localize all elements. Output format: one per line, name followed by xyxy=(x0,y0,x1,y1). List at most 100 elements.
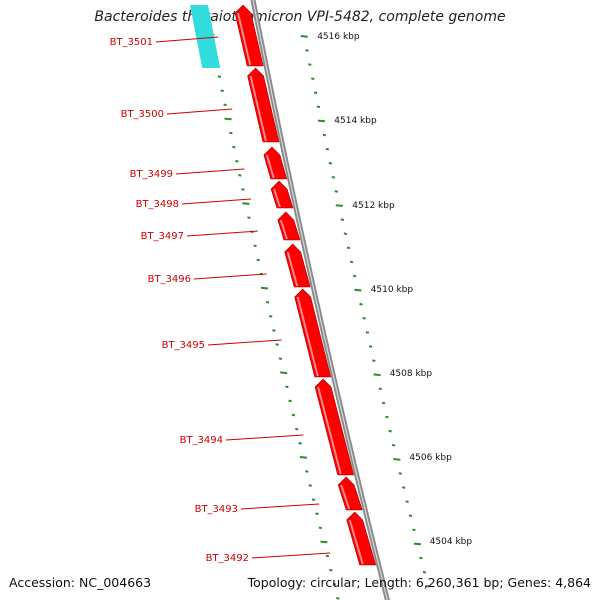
gene-label[interactable]: BT_3496 xyxy=(148,274,191,285)
tick-mark xyxy=(346,246,351,250)
gene-arrow[interactable] xyxy=(284,243,311,288)
gene-arrow[interactable] xyxy=(346,511,377,566)
tick-mark xyxy=(335,204,343,207)
gene-arrow[interactable] xyxy=(263,146,288,180)
tick-mark xyxy=(300,35,308,38)
tick-mark xyxy=(373,373,381,377)
gene-leader-line xyxy=(240,503,320,510)
gene-shading xyxy=(286,251,299,287)
tick-mark xyxy=(401,486,406,489)
gene-leader-line xyxy=(225,434,304,441)
ruler-label: 4504 kbp xyxy=(430,537,473,547)
tick-mark xyxy=(298,441,302,445)
gene-arrow[interactable] xyxy=(294,288,332,378)
gene-leader-line xyxy=(175,168,245,175)
gene-shading xyxy=(279,219,288,240)
tick-mark xyxy=(305,49,309,52)
gene-leader-line xyxy=(186,230,258,237)
tick-mark xyxy=(308,63,312,66)
tick-mark xyxy=(288,399,292,403)
ruler-label: 4510 kbp xyxy=(371,285,414,295)
tick-mark xyxy=(278,357,283,360)
tick-mark xyxy=(391,443,396,447)
tick-mark xyxy=(232,145,236,149)
genome-stats-text: Topology: circular; Length: 6,260,361 bp… xyxy=(247,575,591,590)
tick-mark xyxy=(253,244,257,248)
gene-shading xyxy=(348,519,364,565)
gene-arrow[interactable] xyxy=(337,476,363,511)
tick-mark xyxy=(256,258,260,262)
gene-label[interactable]: BT_3499 xyxy=(130,169,173,180)
tick-mark xyxy=(372,359,376,362)
tick-mark xyxy=(343,232,348,236)
ruler-label: 4506 kbp xyxy=(409,453,452,463)
tick-mark xyxy=(422,570,427,574)
inner-tick-track xyxy=(207,33,340,600)
tick-mark xyxy=(315,512,319,516)
ruler-label: 4512 kbp xyxy=(352,201,395,211)
tick-mark xyxy=(291,413,296,417)
tick-mark xyxy=(235,159,239,163)
gene-shading xyxy=(273,188,281,208)
gene-label[interactable]: BT_3500 xyxy=(121,109,164,120)
tick-mark xyxy=(381,401,386,405)
tick-mark xyxy=(285,385,289,389)
tick-mark xyxy=(305,470,309,473)
tick-mark xyxy=(362,317,366,320)
tick-mark xyxy=(308,484,312,487)
tick-mark xyxy=(310,77,315,80)
gene-label[interactable]: BT_3497 xyxy=(141,231,184,242)
gene-label[interactable]: BT_3493 xyxy=(195,504,238,515)
tick-mark xyxy=(405,500,409,503)
tick-mark xyxy=(349,260,354,264)
outer-tick-track xyxy=(300,35,430,588)
tick-mark xyxy=(247,216,251,219)
tick-mark xyxy=(318,526,323,530)
gene-label[interactable]: BT_3495 xyxy=(162,340,205,351)
tick-mark xyxy=(268,315,273,318)
gene-arrow[interactable] xyxy=(234,4,264,67)
gene-leader-line xyxy=(193,273,267,280)
selected-gene-highlight[interactable] xyxy=(189,5,221,68)
gene-leader-line xyxy=(155,36,219,43)
tick-mark xyxy=(299,456,307,459)
gene-label[interactable]: BT_3498 xyxy=(136,199,179,210)
tick-mark xyxy=(241,188,245,191)
tick-mark xyxy=(272,329,276,332)
tick-mark xyxy=(320,540,328,544)
tick-mark xyxy=(311,498,316,501)
tick-mark xyxy=(388,429,392,433)
tick-mark xyxy=(354,288,362,292)
tick-mark xyxy=(238,174,242,177)
gene-label[interactable]: BT_3492 xyxy=(206,553,249,564)
gene-arrow[interactable] xyxy=(247,67,280,143)
tick-mark xyxy=(260,286,268,290)
tick-mark xyxy=(385,415,389,419)
gene-label-group: BT_3501 BT_3500 BT_3499 BT_3498 BT_3497 BT_34… xyxy=(110,36,331,564)
tick-mark xyxy=(340,218,345,221)
tick-mark xyxy=(368,345,373,348)
tick-mark xyxy=(398,472,403,475)
tick-mark xyxy=(317,119,325,123)
gene-arrow[interactable] xyxy=(314,378,355,476)
tick-mark xyxy=(412,528,416,532)
tick-mark xyxy=(419,556,423,560)
gene-leader-line xyxy=(251,552,331,559)
tick-mark xyxy=(328,161,333,165)
ruler-label: 4514 kbp xyxy=(334,116,377,126)
tick-mark xyxy=(426,584,430,588)
gene-label[interactable]: BT_3494 xyxy=(180,435,223,446)
backbone-highlight xyxy=(252,0,389,600)
gene-arrow[interactable] xyxy=(277,211,301,241)
gene-leader-line xyxy=(166,108,233,115)
backbone-line xyxy=(250,0,390,600)
tick-mark xyxy=(322,133,327,137)
gene-leader-line xyxy=(207,339,282,346)
gene-shading xyxy=(317,386,342,475)
gene-label[interactable]: BT_3501 xyxy=(110,37,153,48)
gene-shading xyxy=(237,12,252,66)
tick-mark xyxy=(294,427,299,431)
gene-arrow[interactable] xyxy=(270,180,294,209)
tick-mark xyxy=(352,274,357,278)
